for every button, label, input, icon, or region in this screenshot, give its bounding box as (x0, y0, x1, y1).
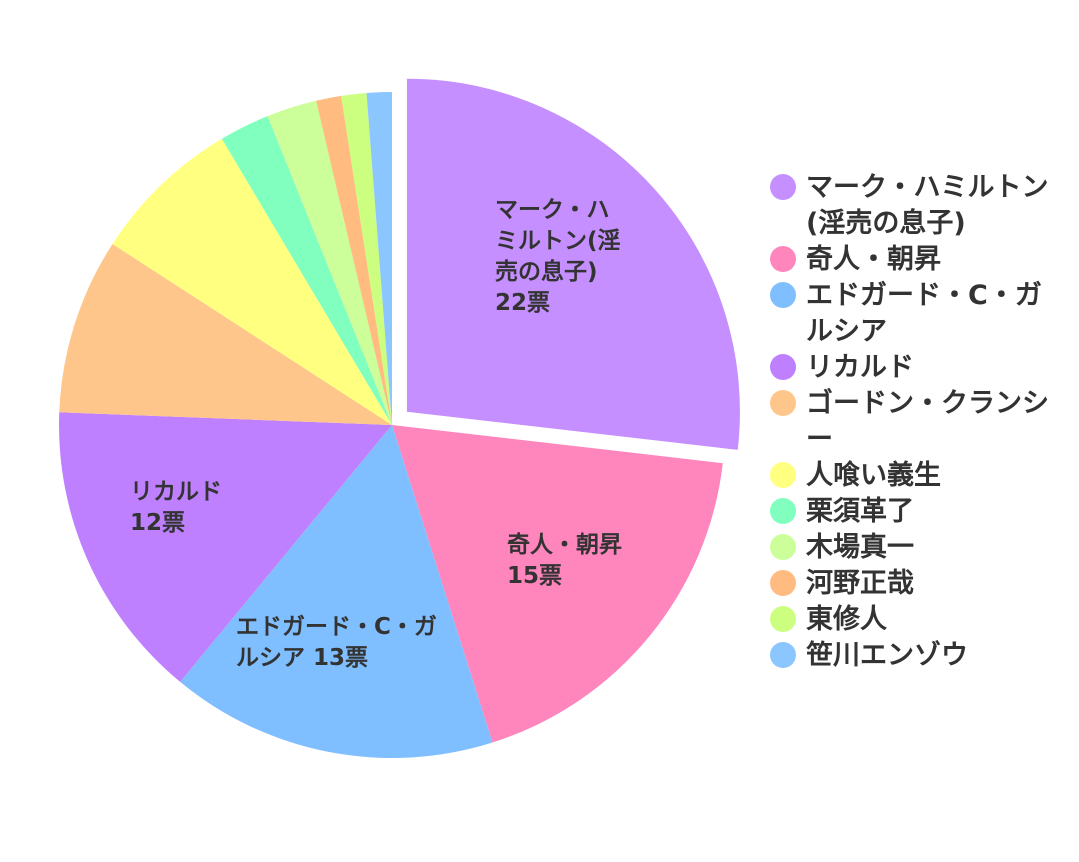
legend-item: 栗須革了 (770, 494, 1070, 530)
pie-slice-1 (406, 78, 740, 450)
legend-swatch (770, 390, 796, 416)
legend-item: 人喰い義生 (770, 458, 1070, 494)
legend-label: リカルド (806, 352, 914, 383)
pie-slice-8 (267, 100, 392, 425)
legend-swatch (770, 606, 796, 632)
legend-label: 笹川エンゾウ (806, 640, 968, 671)
pie-slice-5 (59, 243, 393, 425)
pie-slice-9 (316, 95, 392, 425)
legend-item: マーク・ハミルトン(淫売の息子) (770, 170, 1070, 242)
legend-label: マーク・ハミルトン(淫売の息子) (806, 172, 1049, 239)
legend-label: 河野正哉 (806, 568, 914, 599)
pie-slice-6 (112, 138, 393, 426)
legend-item: 笹川エンゾウ (770, 638, 1070, 674)
legend-label: ゴードン・クランシー (806, 388, 1049, 455)
legend-item: 東修人 (770, 602, 1070, 638)
legend-swatch (770, 534, 796, 560)
legend-item: リカルド (770, 350, 1070, 386)
pie-slice-11 (366, 92, 392, 425)
legend-swatch (770, 354, 796, 380)
legend-swatch (770, 174, 796, 200)
legend-item: 奇人・朝昇 (770, 242, 1070, 278)
legend-label: エドガード・C・ガルシア (806, 280, 1042, 347)
pie-slice-3 (180, 425, 493, 759)
legend-swatch (770, 282, 796, 308)
legend-swatch (770, 498, 796, 524)
legend-item: 木場真一 (770, 530, 1070, 566)
legend-swatch (770, 570, 796, 596)
legend-swatch (770, 462, 796, 488)
legend-label: 栗須革了 (806, 496, 914, 527)
legend-item: エドガード・C・ガルシア (770, 278, 1070, 350)
pie-slice-2 (392, 425, 723, 743)
legend-label: 人喰い義生 (806, 460, 941, 491)
pie-slice-label-3: エドガード・C・ガルシア 13票 (236, 614, 437, 671)
legend-label: 東修人 (806, 604, 887, 635)
pie-slice-label-2: 奇人・朝昇 15票 (507, 531, 622, 589)
pie-slice-label-1: マーク・ハミルトン(淫売の息子) 22票 (495, 197, 621, 316)
legend-item: ゴードン・クランシー (770, 386, 1070, 458)
chart-legend: マーク・ハミルトン(淫売の息子) 奇人・朝昇エドガード・C・ガルシアリカルドゴード… (770, 170, 1070, 674)
pie-slice-7 (221, 116, 392, 425)
pie-slice-label-4: リカルド 12票 (130, 479, 222, 536)
legend-label: 木場真一 (806, 532, 914, 563)
legend-label: 奇人・朝昇 (806, 244, 941, 275)
pie-slice-10 (341, 92, 392, 426)
legend-swatch (770, 246, 796, 272)
pie-slice-4 (59, 412, 393, 682)
legend-item: 河野正哉 (770, 566, 1070, 602)
legend-swatch (770, 642, 796, 668)
